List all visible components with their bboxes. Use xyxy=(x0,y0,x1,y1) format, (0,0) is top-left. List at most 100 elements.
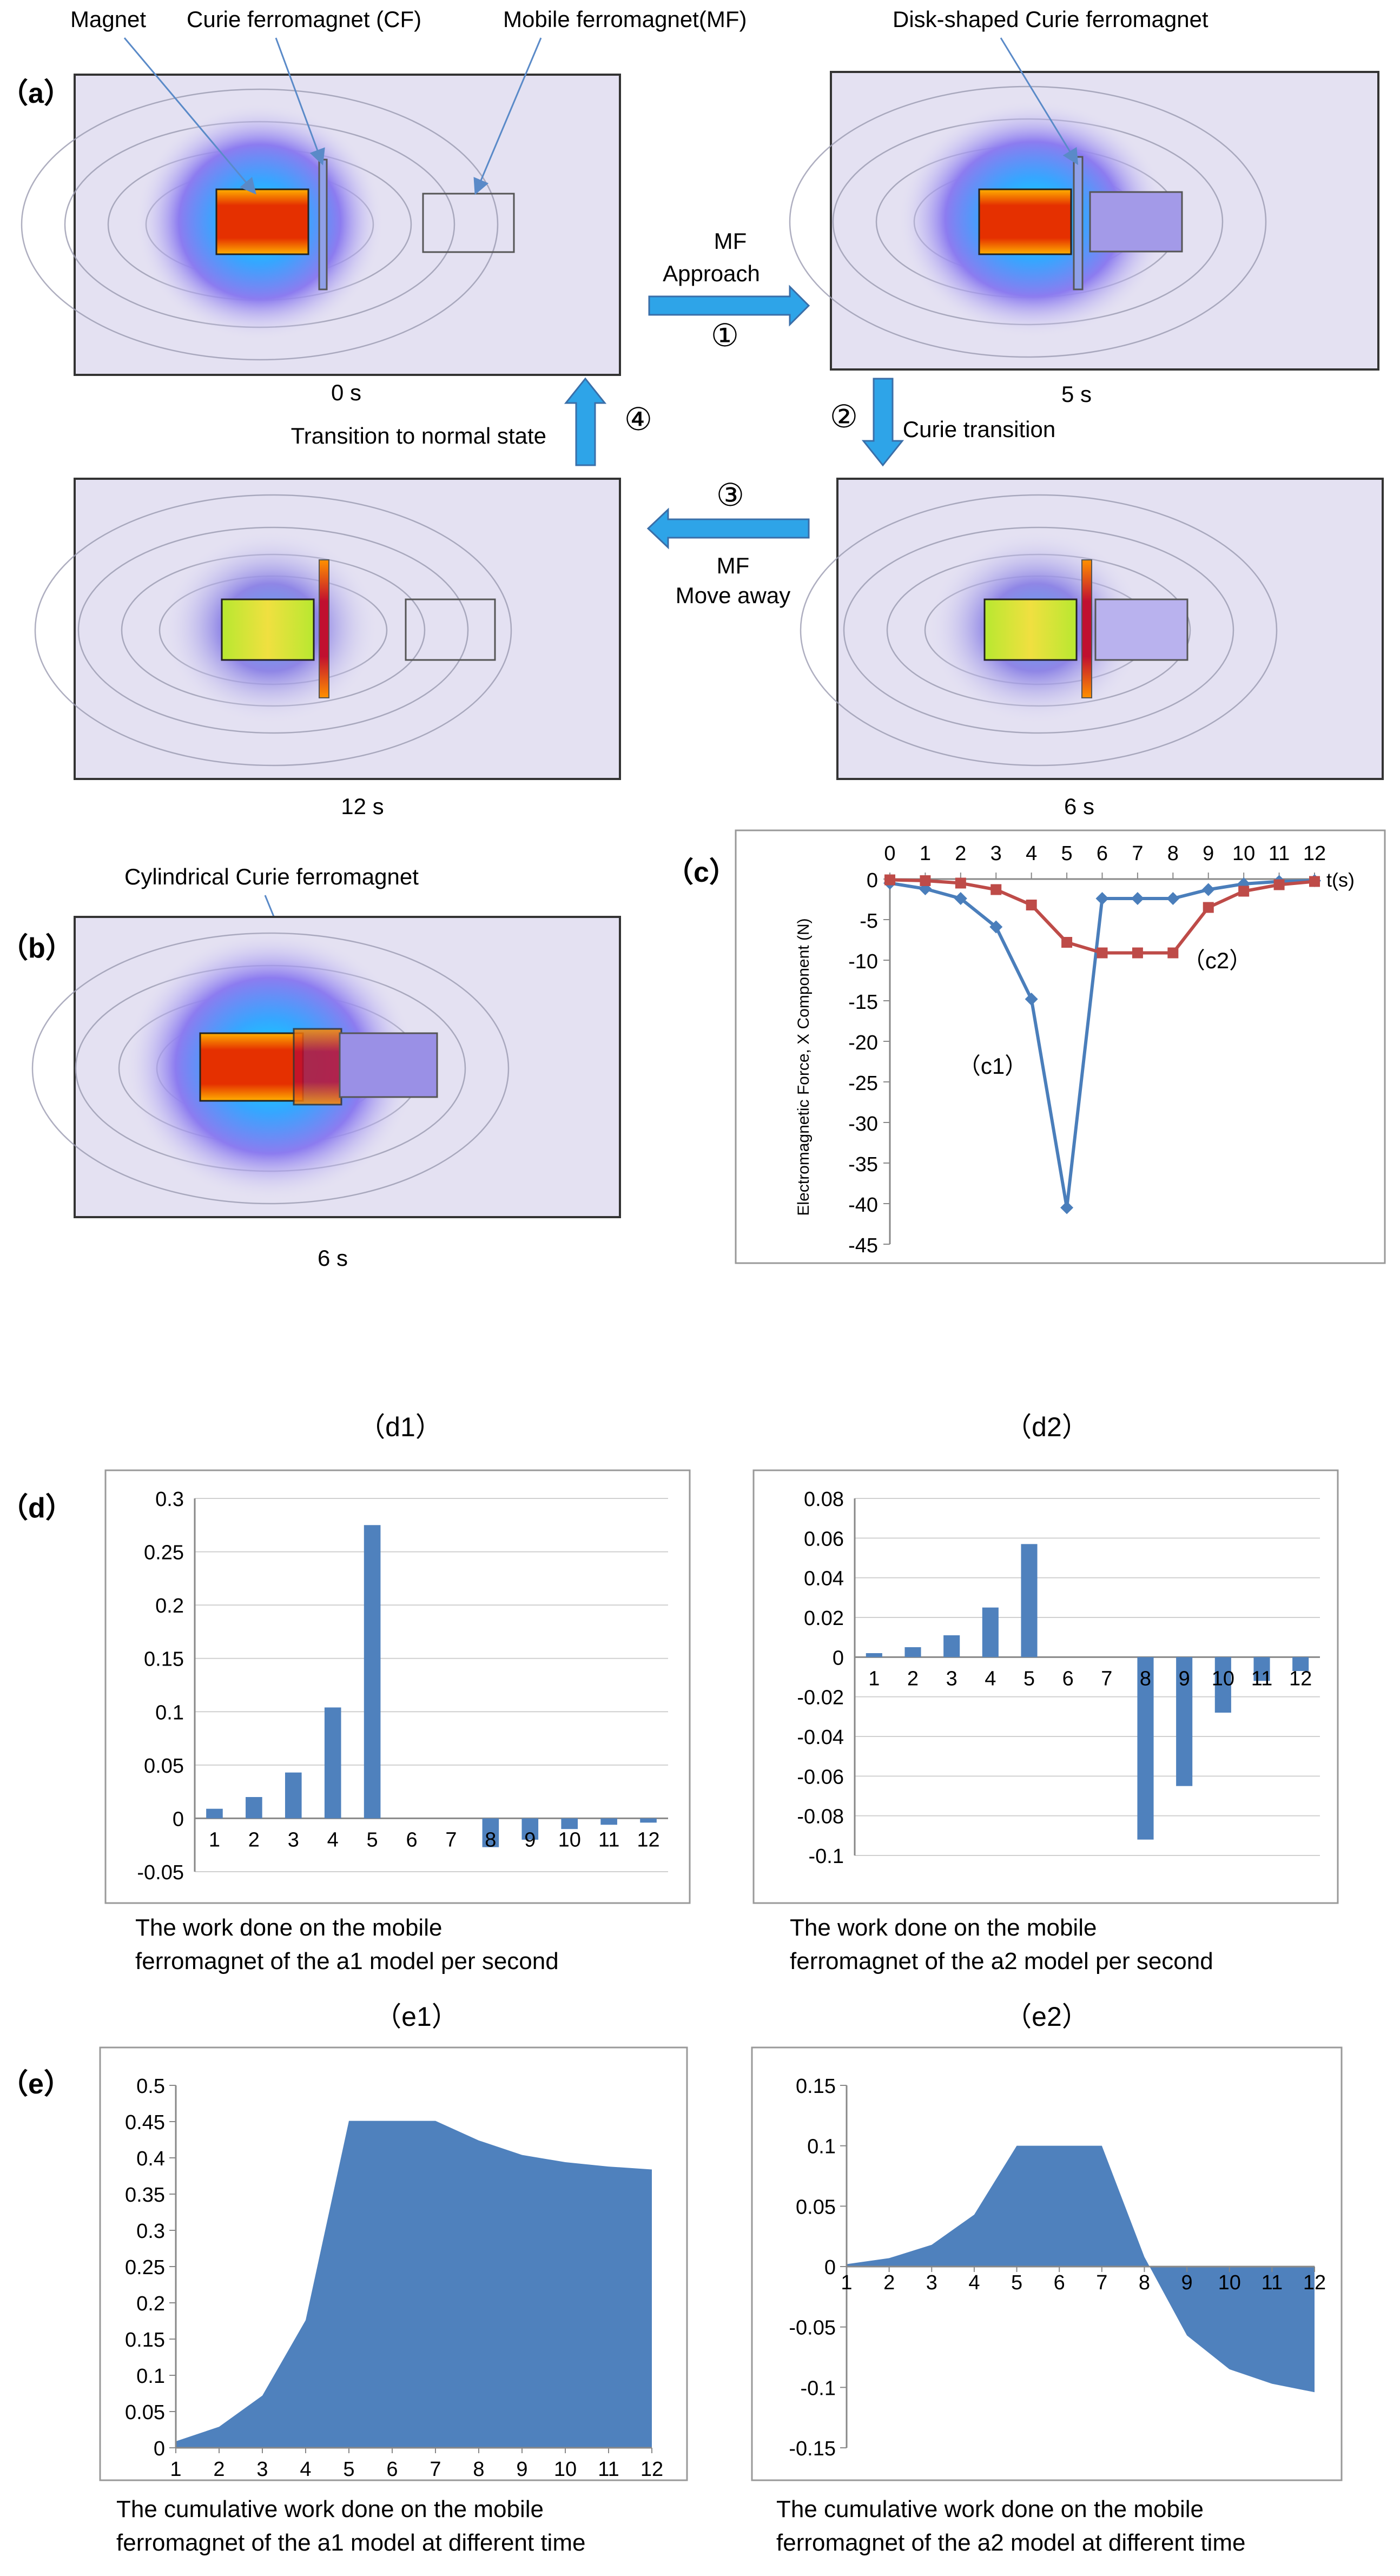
bar xyxy=(982,1607,999,1657)
y-tick-label: 0.05 xyxy=(125,2401,165,2424)
chart-e1-caption-line1: The cumulative work done on the mobile xyxy=(116,2496,544,2522)
chart-c-frame xyxy=(735,829,1386,1264)
x-tick-label: 12 xyxy=(1303,842,1326,865)
x-tick-label: 2 xyxy=(248,1828,260,1851)
sim-panel-6s xyxy=(800,478,1384,780)
area-fill xyxy=(847,2145,1315,2393)
x-tick-label: 1 xyxy=(920,842,931,865)
data-point-c1 xyxy=(1095,892,1109,905)
data-point-c1 xyxy=(1131,892,1144,905)
data-point-c2 xyxy=(1132,947,1143,959)
data-point-c2 xyxy=(884,874,895,886)
y-tick-label: 0 xyxy=(833,1647,844,1669)
y-tick-label: -25 xyxy=(848,1072,878,1095)
y-tick-label: 0.1 xyxy=(155,1701,184,1724)
bar xyxy=(206,1808,223,1819)
flow-step1-line2: Approach xyxy=(663,261,760,286)
y-tick-label: -45 xyxy=(848,1234,878,1257)
flow-arrow-2 xyxy=(861,378,904,467)
bar xyxy=(561,1818,578,1829)
panel-letter-d: （d） xyxy=(0,1492,74,1524)
data-point-c1 xyxy=(1060,1201,1074,1214)
x-tick-label: 8 xyxy=(473,2458,484,2481)
x-tick-label: 8 xyxy=(485,1828,496,1851)
y-tick-label: 0.15 xyxy=(796,2075,836,2098)
flow-arrow-4 xyxy=(564,377,607,466)
sim-panel-5s xyxy=(789,71,1379,371)
chart-e1-title: （e1） xyxy=(374,2002,459,2032)
bar xyxy=(904,1647,921,1657)
data-point-c1 xyxy=(1025,993,1038,1006)
time-label-6s-b: 6 s xyxy=(318,1245,348,1271)
x-tick-label: 6 xyxy=(386,2458,398,2481)
flow-step2-num: ② xyxy=(830,399,858,434)
y-tick-label: -20 xyxy=(848,1032,878,1054)
chart-e2-caption-line1: The cumulative work done on the mobile xyxy=(776,2496,1204,2522)
x-tick-label: 5 xyxy=(1011,2271,1022,2294)
x-tick-label: 2 xyxy=(883,2271,895,2294)
panel-letter-c: （c） xyxy=(665,857,737,888)
y-tick-label: -35 xyxy=(848,1153,878,1176)
time-label-5s: 5 s xyxy=(1061,381,1092,407)
y-tick-label: -0.05 xyxy=(137,1861,184,1884)
bar xyxy=(1214,1657,1231,1713)
y-tick-label: 0.08 xyxy=(804,1488,844,1511)
chart-d1-frame xyxy=(104,1469,691,1904)
data-point-c1 xyxy=(1166,892,1180,905)
y-tick-label: -40 xyxy=(848,1194,878,1217)
bar xyxy=(1021,1544,1038,1657)
y-tick-label: 0.25 xyxy=(125,2256,165,2279)
x-tick-label: 9 xyxy=(516,2458,527,2481)
data-point-c2 xyxy=(1061,937,1073,948)
data-point-c2 xyxy=(1026,900,1037,910)
x-tick-label: 5 xyxy=(367,1828,378,1851)
time-label-6s: 6 s xyxy=(1064,794,1094,819)
y-tick-label: 0.15 xyxy=(144,1648,184,1671)
y-tick-label: 0.15 xyxy=(125,2329,165,2352)
y-tick-label: 0.35 xyxy=(125,2184,165,2207)
y-tick-label: 0.3 xyxy=(136,2220,165,2243)
bar xyxy=(364,1525,381,1819)
x-tick-label: 11 xyxy=(598,2458,619,2481)
y-tick-label: 0 xyxy=(824,2256,836,2279)
x-tick-label: 4 xyxy=(985,1667,996,1690)
y-tick-label: -0.02 xyxy=(797,1687,844,1709)
x-tick-label: 4 xyxy=(1026,842,1037,865)
chart-e1: 00.050.10.150.20.250.30.350.40.450.51 2 3 4… xyxy=(125,2075,663,2481)
series-label-c1: （c1） xyxy=(958,1053,1027,1079)
panel-letter-e: （e） xyxy=(0,2069,72,2100)
pointer-disk xyxy=(1000,37,1079,166)
x-tick-label: 11 xyxy=(1262,2271,1283,2294)
data-point-c2 xyxy=(1097,947,1108,959)
y-tick-label: 0.25 xyxy=(144,1542,184,1564)
x-tick-label: 5 xyxy=(343,2458,354,2481)
y-tick-label: -30 xyxy=(848,1113,878,1135)
y-axis-title: Electromagnetic Force, X Component (N) xyxy=(795,918,813,1216)
bar xyxy=(324,1707,341,1819)
flow-step1-line1: MF xyxy=(714,228,747,254)
flow-step4-label: Transition to normal state xyxy=(291,423,546,448)
y-tick-label: 0.05 xyxy=(144,1755,184,1778)
x-tick-label: 2 xyxy=(907,1667,919,1690)
x-tick-label: 3 xyxy=(926,2271,937,2294)
bar xyxy=(246,1797,262,1819)
y-tick-label: -10 xyxy=(848,950,878,973)
sim-panel-6s-cylindrical xyxy=(31,916,621,1218)
chart-e1-caption-line2: ferromagnet of the a1 model at different… xyxy=(116,2529,585,2556)
bar xyxy=(1137,1657,1154,1840)
x-tick-label: 6 xyxy=(406,1828,417,1851)
x-tick-label: 4 xyxy=(300,2458,311,2481)
data-point-c2 xyxy=(1238,886,1250,897)
y-tick-label: 0.2 xyxy=(155,1595,184,1617)
chart-d2-caption-line1: The work done on the mobile xyxy=(790,1914,1097,1941)
sim-panel-12s xyxy=(34,478,621,780)
y-tick-label: 0.45 xyxy=(125,2111,165,2134)
x-tick-label: 1 xyxy=(841,2271,852,2294)
x-tick-label: 10 xyxy=(1232,842,1255,865)
y-tick-label: -0.15 xyxy=(789,2438,836,2460)
x-tick-label: 10 xyxy=(558,1828,581,1851)
pointer-curie xyxy=(275,37,325,166)
